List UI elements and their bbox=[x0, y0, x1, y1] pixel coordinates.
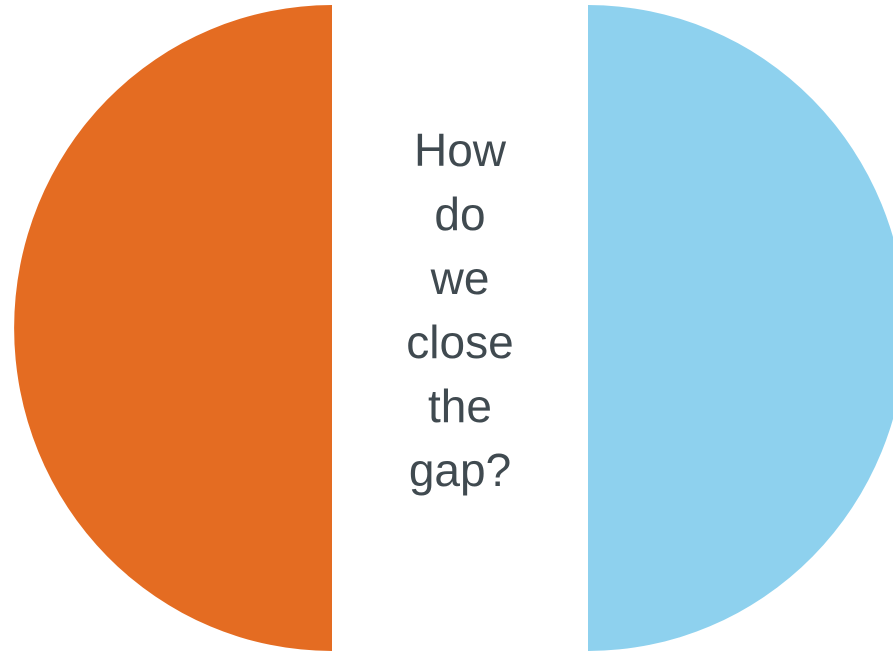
left-half-circle bbox=[14, 5, 333, 651]
question-text: How do we close the gap? bbox=[332, 118, 588, 502]
question-line: we bbox=[430, 252, 490, 304]
question-line: How bbox=[413, 124, 507, 176]
question-line: gap? bbox=[408, 444, 512, 496]
question-line: do bbox=[434, 188, 486, 240]
question-line: close bbox=[406, 316, 514, 368]
question-line: the bbox=[428, 380, 492, 432]
right-half-circle bbox=[588, 5, 893, 651]
